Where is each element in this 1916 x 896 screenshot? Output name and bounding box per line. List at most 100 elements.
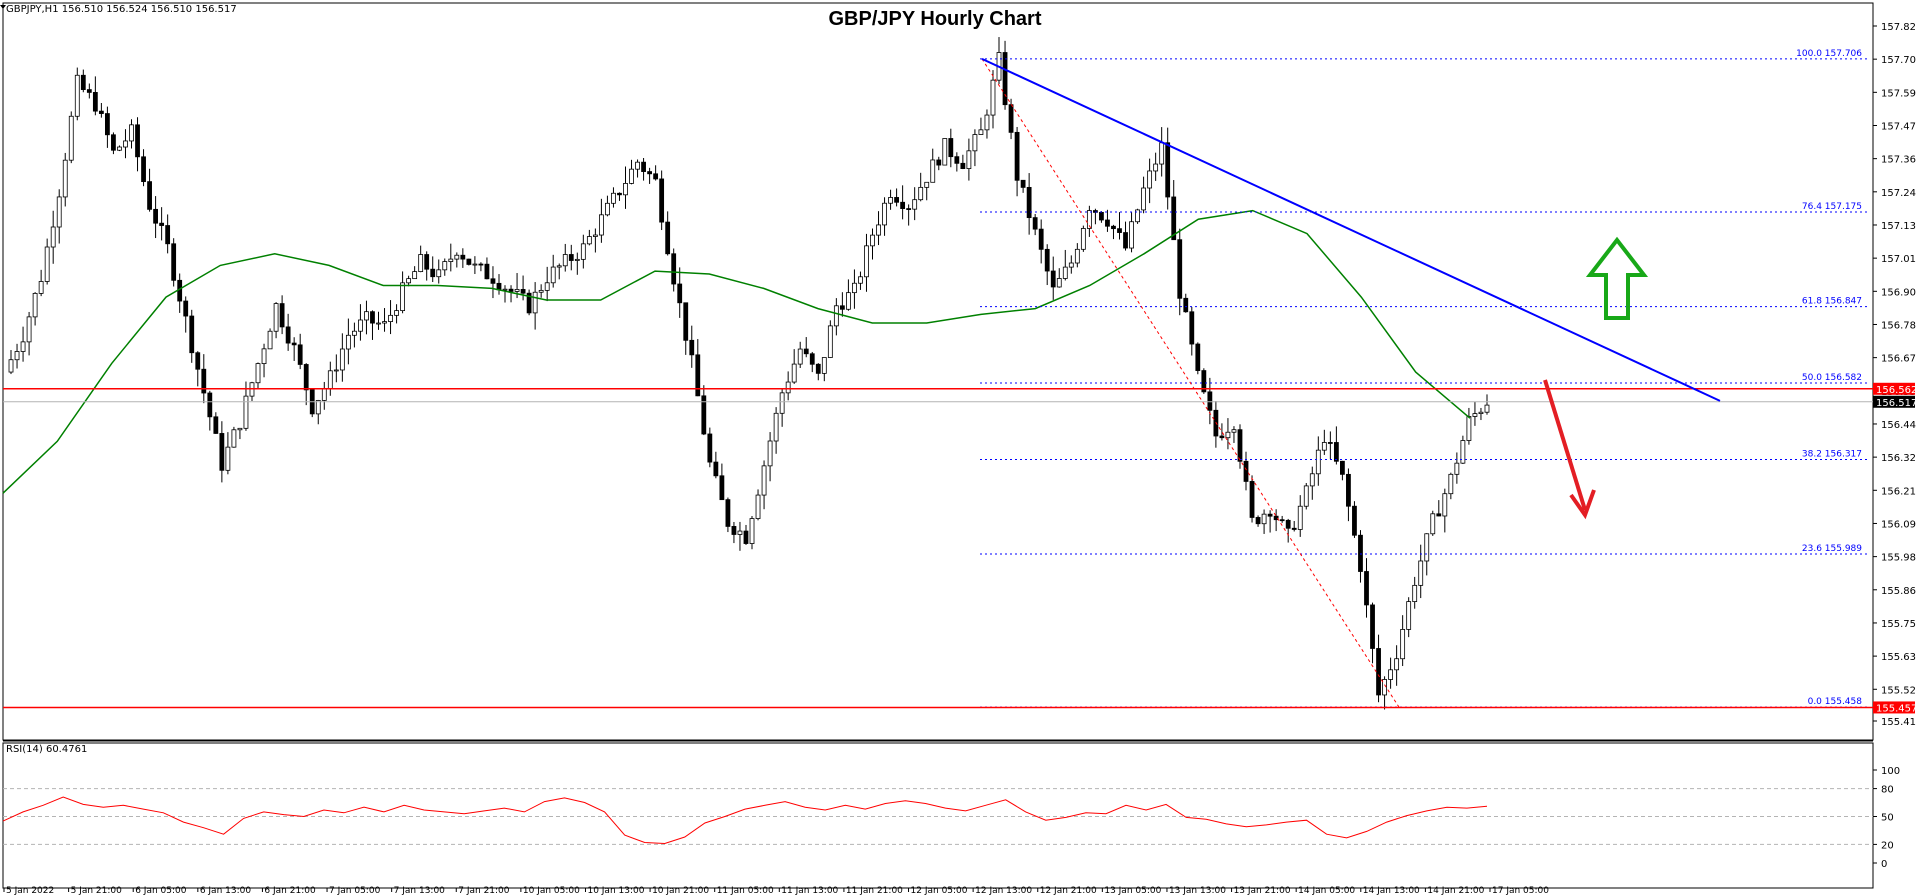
up-arrow-icon (1585, 236, 1649, 320)
x-tick-label: 13 Jan 13:00 (1169, 886, 1226, 896)
fib-diagonal (981, 58, 1400, 708)
fib-level-label: 100.0 157.706 (1796, 49, 1862, 59)
candle-body (821, 357, 827, 374)
candle-body (605, 202, 610, 216)
candle-body (647, 171, 652, 175)
candle-body (333, 369, 339, 372)
candle-body (382, 321, 387, 324)
candle-body (1394, 658, 1400, 671)
candle-body (466, 258, 472, 265)
candle-body (659, 178, 665, 223)
candle-body (32, 292, 38, 318)
candle-body (1406, 601, 1412, 630)
y-tick-label: 156.900 (1881, 287, 1916, 298)
candle-body (719, 475, 725, 501)
candle-body (472, 263, 478, 266)
candle-body (876, 224, 881, 236)
candle-body (858, 276, 863, 284)
candle-body (412, 271, 418, 280)
candle-body (1111, 225, 1116, 230)
candle-body (1460, 440, 1466, 464)
candle-body (56, 196, 62, 228)
candle-body (1219, 435, 1225, 439)
candle-body (713, 461, 719, 477)
fib-level-label: 61.8 156.847 (1802, 297, 1862, 307)
candle-body (123, 140, 128, 148)
candle-body (954, 156, 960, 164)
candle-body (538, 289, 544, 293)
candle-body (1117, 228, 1122, 233)
candle-body (352, 330, 357, 336)
candle-body (219, 433, 225, 471)
x-tick-label: 12 Jan 21:00 (1040, 886, 1097, 896)
candle-body (273, 303, 279, 332)
candle-body (809, 353, 815, 365)
x-tick-label: 10 Jan 05:00 (523, 886, 580, 896)
candle-body (1442, 493, 1448, 517)
candle-body (478, 263, 484, 266)
candle-body (1177, 239, 1183, 299)
down-arrowhead-icon (1569, 489, 1596, 520)
y-tick-label: 156.210 (1881, 486, 1916, 497)
fib-level-label: 38.2 156.317 (1802, 449, 1862, 459)
candle-body (1376, 648, 1381, 696)
candle-body (303, 364, 309, 391)
fib-level-label: 0.0 155.458 (1808, 697, 1863, 707)
price-panel-frame (2, 2, 1874, 741)
candle-body (743, 530, 749, 544)
candle-body (80, 74, 86, 90)
candle-body (1020, 179, 1026, 188)
candle-body (526, 292, 532, 314)
candle-body (852, 282, 857, 294)
candle-body (1430, 513, 1436, 535)
candle-body (225, 446, 231, 471)
candle-body (936, 159, 942, 166)
x-tick-label: 17 Jan 05:00 (1492, 886, 1549, 896)
candle-body (574, 258, 580, 261)
candle-body (339, 348, 345, 371)
candle-body (400, 282, 405, 312)
candle-body (1279, 519, 1285, 522)
candle-body (701, 395, 707, 435)
candle-body (1153, 163, 1159, 172)
candle-body (773, 412, 779, 442)
candle-body (1436, 513, 1442, 517)
candle-body (791, 363, 797, 383)
candle-body (1255, 517, 1261, 525)
candle-body (1050, 270, 1056, 288)
y-tick-label: 157.820 (1881, 22, 1916, 33)
x-tick-label: 7 Jan 13:00 (394, 886, 446, 896)
candle-body (291, 342, 297, 346)
candle-body (1189, 311, 1195, 345)
candle-body (1201, 370, 1207, 393)
y-tick-label: 155.520 (1881, 685, 1916, 696)
candle-body (1105, 219, 1110, 227)
sma-line (2, 209, 1471, 494)
candle-body (376, 322, 381, 325)
candle-body (1008, 104, 1014, 133)
candle-body (38, 281, 44, 294)
rsi-tick-label: 100 (1881, 766, 1900, 777)
candle-body (1261, 513, 1267, 525)
y-tick-label: 157.130 (1881, 221, 1916, 232)
candle-body (1454, 462, 1460, 475)
y-tick-label: 157.245 (1881, 188, 1916, 199)
candle-body (442, 261, 448, 271)
candle-body (1321, 442, 1327, 451)
candle-body (586, 236, 592, 245)
fib-level-label: 50.0 156.582 (1802, 373, 1862, 383)
candle-body (1237, 429, 1243, 462)
candle-body (418, 254, 424, 273)
candle-body (321, 388, 327, 401)
candle-body (918, 186, 924, 201)
candle-body (448, 258, 454, 262)
candle-body (930, 159, 936, 183)
candle-body (1171, 196, 1177, 241)
candle-body (761, 465, 767, 496)
x-tick-label: 14 Jan 21:00 (1427, 886, 1484, 896)
candle-body (544, 282, 550, 291)
candle-body (984, 114, 990, 131)
y-tick-label: 156.785 (1881, 320, 1916, 331)
candle-body (141, 156, 146, 183)
candle-body (1346, 473, 1351, 507)
